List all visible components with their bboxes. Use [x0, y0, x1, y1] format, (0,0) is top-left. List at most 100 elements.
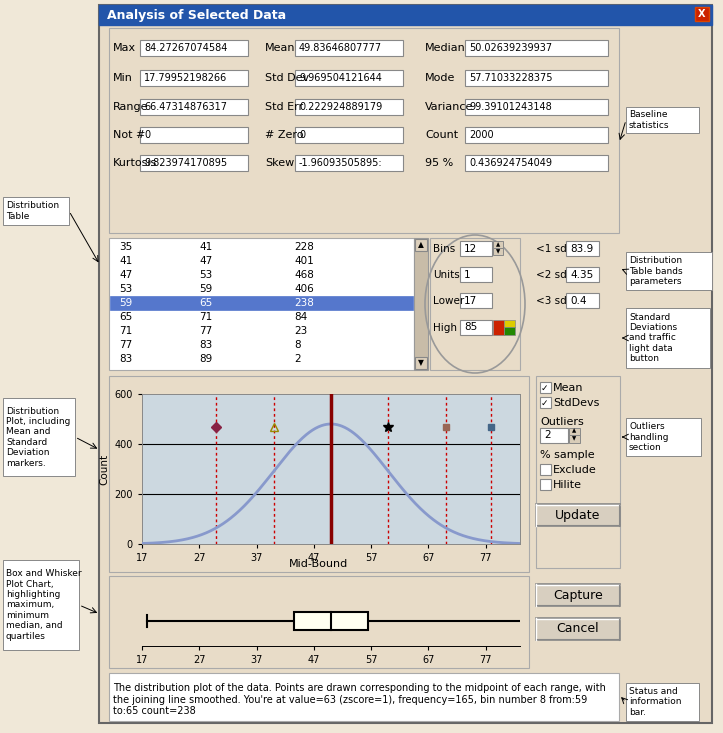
- Text: 238: 238: [294, 298, 314, 308]
- Text: Bins: Bins: [433, 244, 455, 254]
- Text: 12: 12: [464, 243, 477, 254]
- Bar: [566, 293, 599, 308]
- Text: ▲: ▲: [418, 240, 424, 249]
- Text: Analysis of Selected Data: Analysis of Selected Data: [107, 9, 286, 21]
- Bar: [540, 382, 551, 393]
- Text: 59: 59: [119, 298, 132, 308]
- Text: 9.823974170895: 9.823974170895: [144, 158, 227, 168]
- Text: 8: 8: [294, 340, 301, 350]
- Text: Range: Range: [113, 102, 148, 112]
- Text: ▲: ▲: [496, 243, 500, 248]
- Text: -1.96093505895:: -1.96093505895:: [299, 158, 382, 168]
- Text: 4.35: 4.35: [570, 270, 594, 279]
- Bar: [460, 293, 492, 308]
- Bar: [140, 40, 248, 56]
- Text: ▼: ▼: [418, 358, 424, 367]
- Text: Kurtosis: Kurtosis: [113, 158, 157, 168]
- Bar: [3, 398, 75, 476]
- Text: 50.02639239937: 50.02639239937: [469, 43, 552, 53]
- Text: 53: 53: [199, 270, 213, 280]
- Text: 23: 23: [294, 326, 307, 336]
- Text: 0: 0: [299, 130, 305, 140]
- Text: 99.39101243148: 99.39101243148: [469, 102, 552, 112]
- Text: Variance: Variance: [425, 102, 474, 112]
- Bar: [295, 40, 403, 56]
- Bar: [295, 70, 403, 86]
- Text: 65: 65: [199, 298, 213, 308]
- Text: Cancel: Cancel: [557, 622, 599, 636]
- Bar: [140, 127, 248, 143]
- Text: 49.83646807777: 49.83646807777: [299, 43, 382, 53]
- Bar: [465, 127, 608, 143]
- Text: ✓: ✓: [541, 383, 549, 392]
- Text: Hilite: Hilite: [553, 480, 582, 490]
- Text: 57.71033228375: 57.71033228375: [469, 73, 552, 83]
- Text: 84.27267074584: 84.27267074584: [144, 43, 227, 53]
- Text: 401: 401: [294, 256, 314, 266]
- Text: 65: 65: [119, 312, 132, 322]
- Text: Mid-Bound: Mid-Bound: [289, 559, 348, 569]
- Bar: [566, 241, 599, 256]
- Bar: [460, 267, 492, 282]
- Text: ✓: ✓: [541, 399, 549, 408]
- Text: % sample: % sample: [540, 450, 594, 460]
- Text: Outliers: Outliers: [540, 417, 583, 427]
- Text: 0.222924889179: 0.222924889179: [299, 102, 382, 112]
- Text: The distribution plot of the data. Points are drawn corresponding to the midpoin: The distribution plot of the data. Point…: [113, 683, 606, 716]
- Text: 89: 89: [199, 354, 213, 364]
- Bar: [140, 70, 248, 86]
- Text: Distribution
Table: Distribution Table: [6, 202, 59, 221]
- Text: # Zero: # Zero: [265, 130, 304, 140]
- Text: Mode: Mode: [425, 73, 455, 83]
- Text: 95 %: 95 %: [425, 158, 453, 168]
- Text: StdDevs: StdDevs: [553, 398, 599, 408]
- Text: 9.969504121644: 9.969504121644: [299, 73, 382, 83]
- Text: 83.9: 83.9: [570, 243, 594, 254]
- Text: Std Dev: Std Dev: [265, 73, 309, 83]
- Text: 85: 85: [464, 323, 477, 333]
- Bar: [414, 238, 428, 370]
- Text: <2 sd: <2 sd: [536, 270, 567, 280]
- Text: ▼: ▼: [572, 436, 576, 441]
- Bar: [109, 238, 414, 370]
- Text: 0.436924754049: 0.436924754049: [469, 158, 552, 168]
- Bar: [540, 397, 551, 408]
- Text: <3 sd: <3 sd: [536, 296, 567, 306]
- Text: 17.79952198266: 17.79952198266: [144, 73, 227, 83]
- Bar: [465, 155, 608, 171]
- Bar: [109, 376, 529, 572]
- Text: Baseline
statistics: Baseline statistics: [629, 110, 669, 130]
- Text: Std Err: Std Err: [265, 102, 303, 112]
- Text: Min: Min: [113, 73, 133, 83]
- Text: High: High: [433, 323, 457, 333]
- Bar: [465, 40, 608, 56]
- Text: 406: 406: [294, 284, 314, 294]
- Text: 2: 2: [544, 430, 551, 441]
- Text: 77: 77: [199, 326, 213, 336]
- Bar: [110, 296, 413, 310]
- Bar: [415, 357, 427, 369]
- Text: <1 sd: <1 sd: [536, 244, 567, 254]
- Text: 53: 53: [119, 284, 132, 294]
- Text: Exclude: Exclude: [553, 465, 596, 475]
- Bar: [540, 464, 551, 475]
- Bar: [430, 238, 520, 370]
- Bar: [295, 99, 403, 115]
- Bar: [536, 618, 620, 640]
- Bar: [626, 107, 699, 133]
- Bar: [540, 428, 568, 443]
- Text: Mean: Mean: [553, 383, 583, 393]
- Bar: [504, 320, 515, 327]
- Text: Capture: Capture: [553, 589, 603, 602]
- Text: 77: 77: [119, 340, 132, 350]
- Text: 41: 41: [199, 242, 213, 252]
- Text: 0.4: 0.4: [570, 295, 586, 306]
- Bar: [536, 584, 620, 606]
- Bar: [626, 252, 712, 290]
- Text: Lower: Lower: [433, 296, 464, 306]
- Bar: [3, 197, 69, 225]
- Bar: [3, 560, 79, 650]
- Bar: [493, 248, 503, 255]
- Bar: [295, 155, 403, 171]
- Text: 468: 468: [294, 270, 314, 280]
